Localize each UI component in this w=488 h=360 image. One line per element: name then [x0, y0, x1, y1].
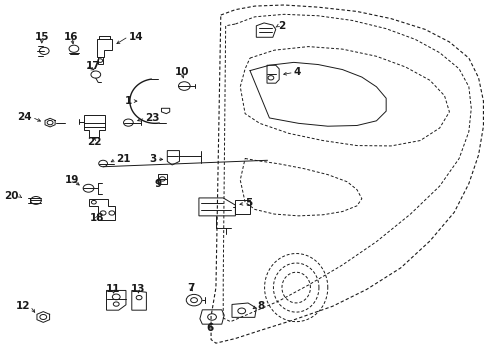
Text: 6: 6 [206, 323, 213, 333]
Text: 16: 16 [64, 32, 79, 41]
Text: 5: 5 [244, 198, 252, 208]
Text: 20: 20 [4, 191, 19, 201]
Text: 14: 14 [128, 32, 142, 41]
Text: 2: 2 [278, 21, 285, 31]
Bar [235, 201, 249, 214]
Text: 11: 11 [105, 284, 120, 294]
Text: 22: 22 [87, 138, 102, 147]
Text: 12: 12 [16, 301, 30, 311]
Text: 13: 13 [131, 284, 145, 294]
Text: 9: 9 [154, 179, 161, 189]
Text: 23: 23 [145, 113, 160, 123]
Text: 4: 4 [293, 67, 301, 77]
Text: 17: 17 [85, 61, 100, 71]
Text: 15: 15 [35, 32, 49, 41]
Text: 19: 19 [65, 175, 80, 185]
Text: 21: 21 [116, 154, 130, 164]
Text: 1: 1 [125, 96, 132, 106]
Text: 24: 24 [18, 112, 32, 122]
Text: 10: 10 [174, 67, 189, 77]
Text: 18: 18 [89, 213, 104, 223]
Text: 3: 3 [149, 154, 156, 164]
Text: 8: 8 [257, 301, 264, 311]
Text: 7: 7 [186, 283, 194, 293]
